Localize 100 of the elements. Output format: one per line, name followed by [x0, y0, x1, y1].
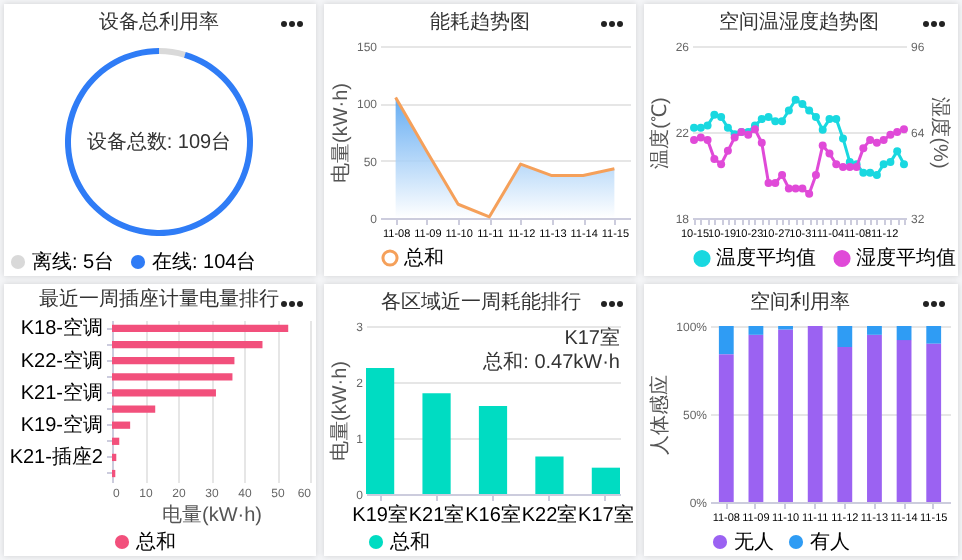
point [757, 138, 766, 147]
point [764, 112, 773, 121]
legend-label: 温度平均值 [716, 246, 816, 271]
chart-title: 能耗趋势图 [429, 10, 530, 34]
bar [896, 326, 912, 341]
point [690, 123, 699, 132]
bar [112, 389, 216, 397]
point [710, 110, 719, 119]
point [899, 160, 908, 169]
point [696, 123, 705, 132]
bar [718, 354, 734, 502]
point [791, 184, 800, 193]
point [859, 144, 868, 153]
bar [112, 421, 131, 429]
point [696, 133, 705, 142]
point [703, 121, 712, 130]
bar [112, 373, 233, 381]
annotation: 总和: 0.47kW·h [481, 350, 620, 374]
point [811, 171, 820, 179]
legend-label: 有人 [810, 530, 850, 554]
point [710, 154, 719, 163]
bar [837, 326, 853, 348]
bar [867, 334, 882, 502]
point [879, 136, 888, 145]
bar [478, 406, 508, 494]
y-tick-label: K19-空调 [20, 413, 103, 438]
legend-label: 湿度平均值 [856, 246, 956, 271]
legend-label: 在线: 104台 [152, 250, 257, 274]
point [784, 184, 793, 193]
point [879, 160, 888, 169]
point [839, 134, 848, 143]
y-axis-title: 电量(kW·h) [328, 361, 353, 461]
point [866, 168, 875, 177]
bar [748, 326, 764, 335]
point [791, 95, 800, 104]
point [839, 162, 848, 171]
bar [112, 357, 235, 365]
point [893, 147, 902, 156]
bar [591, 467, 620, 494]
y-axis-title: 电量(kW·h) [328, 83, 353, 183]
bar [926, 326, 942, 344]
legend-label: 无人 [734, 532, 774, 554]
point [872, 171, 881, 179]
point [771, 179, 780, 188]
text: 设备总数: 109台 [86, 130, 232, 154]
point [825, 149, 834, 158]
bar [896, 340, 912, 502]
legend-label: 总和 [388, 530, 430, 554]
donut-slice [65, 48, 253, 236]
point [784, 106, 793, 115]
x-tick-label: K16室 [465, 503, 521, 527]
point [893, 128, 902, 136]
chart-title: 空间温湿度趋势图 [719, 10, 879, 34]
bar [112, 324, 289, 333]
point [723, 146, 732, 155]
bar [112, 405, 156, 413]
point [818, 125, 827, 134]
y2-axis-title: 湿度(%) [928, 97, 953, 169]
point [690, 136, 699, 145]
point [778, 117, 787, 126]
bar [807, 326, 823, 502]
bar [112, 437, 120, 445]
bar [366, 368, 395, 494]
point [805, 106, 814, 115]
y-tick-label: K18-空调 [20, 316, 103, 341]
point [818, 141, 827, 150]
bar [867, 326, 882, 335]
legend-label: 离线: 5台 [32, 250, 115, 274]
bar [718, 326, 734, 355]
y-tick-label: K22-空调 [20, 348, 103, 373]
chart-title: 各区域近一周耗能排行 [381, 290, 581, 314]
point [717, 160, 726, 169]
chart-title: 空间利用率 [749, 290, 850, 314]
legend-label: 总和 [402, 246, 444, 270]
point [825, 115, 834, 124]
point [866, 136, 875, 145]
annotation: K17室 [564, 326, 620, 350]
point [764, 179, 773, 188]
bar [535, 456, 564, 494]
point [805, 189, 814, 198]
bar [837, 347, 853, 502]
x-axis-title: 电量(kW·h) [162, 503, 262, 527]
y-axis-title: 人体感应 [648, 375, 673, 455]
point [798, 100, 807, 109]
point [703, 136, 712, 145]
point [778, 171, 787, 179]
x-tick-label: K19室 [352, 503, 408, 527]
point [859, 168, 868, 177]
point [886, 158, 895, 167]
y-axis-title: 温度(℃) [647, 97, 672, 169]
point [717, 112, 726, 121]
point [899, 125, 908, 134]
bar [748, 334, 764, 502]
point [886, 130, 895, 139]
y-tick-label: K21-空调 [20, 380, 103, 405]
chart-title: 设备总利用率 [99, 10, 219, 34]
point [811, 112, 820, 121]
point [757, 115, 766, 124]
chart-title: 最近一周插座计量电量排行 [39, 287, 280, 312]
bar [778, 329, 793, 502]
